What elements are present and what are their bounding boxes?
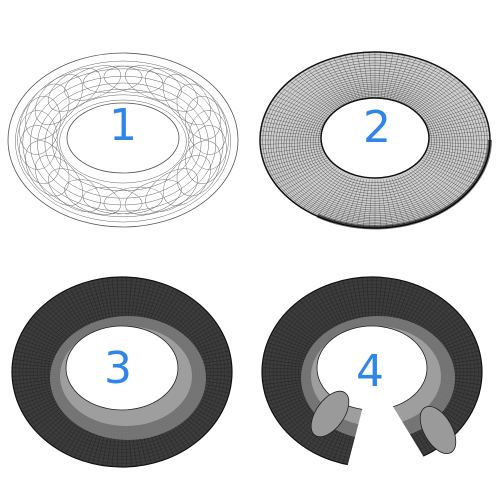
torus-panel-4 [261,276,483,487]
panel-label-1: 1 [109,100,137,151]
panel-label-2: 2 [363,102,391,153]
torus-panel-2 [259,51,492,230]
torus-panel-3 [11,276,233,468]
torus-panel-1 [7,52,239,228]
panel-label-4: 4 [356,346,384,397]
panel-label-3: 3 [104,343,132,394]
